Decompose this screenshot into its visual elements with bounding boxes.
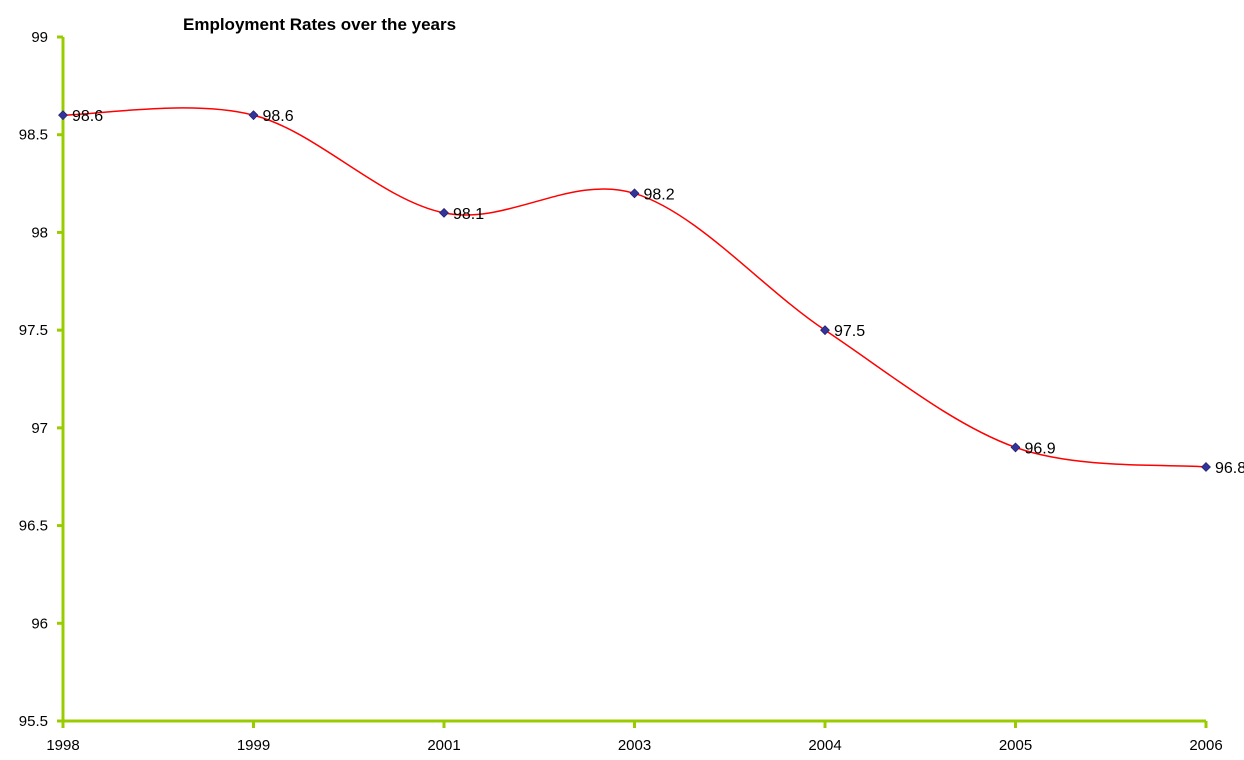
- data-point-marker: [248, 110, 259, 121]
- x-tick-label: 1999: [237, 737, 270, 754]
- chart-title: Employment Rates over the years: [183, 15, 457, 34]
- data-label: 98.2: [644, 186, 675, 203]
- x-tick-label: 2005: [999, 737, 1032, 754]
- data-point-marker: [820, 325, 830, 336]
- data-label: 96.8: [1215, 460, 1244, 477]
- x-tick-label: 2001: [427, 737, 460, 754]
- data-labels-group: 98.6 98.6 98.1 98.2 97.5 96.9 96.8: [72, 108, 1244, 477]
- data-point-marker: [629, 188, 640, 199]
- x-tick-label: 2003: [618, 737, 651, 754]
- data-point-marker: [1201, 462, 1211, 472]
- data-point-marker: [58, 110, 68, 121]
- markers-group: [58, 110, 1211, 472]
- y-axis: 95.5 96 96.5 97 97.5 98 98.5 99: [19, 29, 65, 730]
- x-tick-label: 2006: [1189, 737, 1222, 754]
- x-tick-label: 1998: [46, 737, 79, 754]
- data-point-marker: [439, 207, 449, 218]
- data-point-marker: [1010, 442, 1021, 453]
- data-label: 98.1: [453, 206, 484, 223]
- series-line: [62, 107, 1207, 468]
- data-label: 96.9: [1025, 440, 1056, 457]
- data-label: 97.5: [834, 323, 865, 340]
- y-tick-label: 96: [31, 615, 48, 632]
- y-tick-label: 96.5: [19, 518, 48, 535]
- y-tick-label: 99: [31, 29, 48, 46]
- data-label: 98.6: [263, 108, 294, 125]
- y-tick-label: 95.5: [19, 713, 48, 730]
- data-label: 98.6: [72, 108, 103, 125]
- y-tick-label: 97: [31, 420, 48, 437]
- x-axis: 1998 1999 2001 2003 2004 2005 2006: [46, 719, 1223, 754]
- y-tick-label: 98.5: [19, 127, 48, 144]
- y-tick-label: 97.5: [19, 322, 48, 339]
- x-tick-label: 2004: [808, 737, 841, 754]
- y-tick-label: 98: [31, 224, 48, 241]
- series-line-group: [62, 107, 1207, 468]
